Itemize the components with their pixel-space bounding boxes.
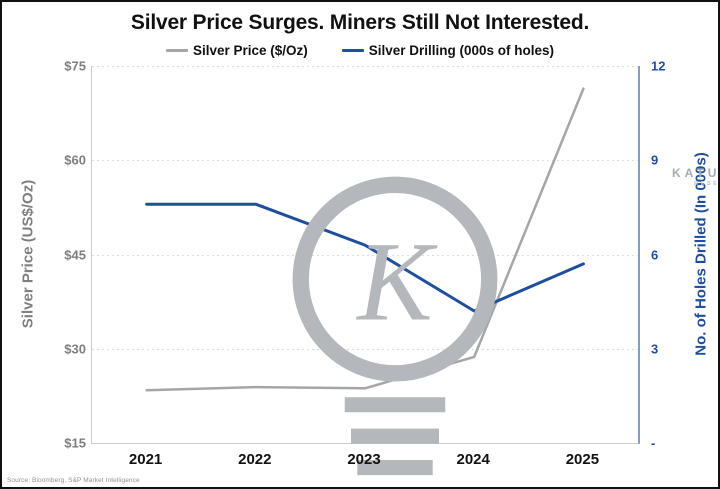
legend-dash-silver-drilling	[341, 49, 364, 52]
watermark-sub: RESEARCH	[694, 181, 720, 187]
x-tick-label-2024: 2024	[456, 451, 490, 468]
right-tick-6: 6	[651, 247, 659, 262]
y-axis-left-ticks: $75 $60 $45 $30 $15	[2, 59, 86, 451]
left-tick-60: $60	[64, 152, 86, 168]
watermark-text: KATUSA RESEARCH	[672, 166, 720, 187]
x-tick-label-2022: 2022	[238, 451, 272, 468]
right-tick-: -	[651, 435, 656, 451]
series-line-silver-drilling-000s-of-holes	[145, 202, 585, 313]
series-line-silver-price-oz	[145, 87, 585, 392]
left-tick-30: $30	[64, 341, 86, 357]
plot-area: K KATUSA RESEARCH	[91, 66, 718, 476]
legend: Silver Price ($/Oz) Silver Drilling (000…	[2, 43, 718, 58]
right-tick-12: 12	[651, 58, 666, 74]
legend-dash-silver-price	[165, 49, 188, 52]
lightbulb-icon: K	[292, 176, 498, 476]
x-tick-label-2021: 2021	[128, 451, 163, 468]
right-tick-3: 3	[651, 341, 659, 357]
legend-label-silver-price: Silver Price ($/Oz)	[192, 43, 308, 58]
chart-title: Silver Price Surges. Miners Still Not In…	[130, 11, 590, 34]
legend-label-silver-drilling: Silver Drilling (000s of holes)	[368, 43, 555, 58]
left-tick-15: $15	[64, 435, 86, 451]
left-tick-45: $45	[64, 247, 86, 262]
y-axis-right-ticks: 12 9 6 3 -	[651, 59, 691, 451]
x-tick-label-2023: 2023	[347, 451, 381, 468]
right-tick-9: 9	[651, 152, 659, 168]
x-tick-label-2025: 2025	[565, 451, 600, 468]
x-axis-labels: 2021 2022 2023 2024 2025	[2, 451, 718, 471]
watermark: K KATUSA RESEARCH	[122, 166, 720, 487]
legend-item-silver-drilling: Silver Drilling (000s of holes)	[341, 43, 555, 58]
source-note: Source: Bloomberg, S&P Market Intelligen…	[7, 477, 140, 484]
plot-svg	[92, 66, 638, 392]
left-tick-75: $75	[64, 58, 86, 74]
legend-item-silver-price: Silver Price ($/Oz)	[165, 43, 308, 58]
svg-text:K: K	[355, 219, 438, 344]
watermark-brand: KATUSA	[672, 166, 720, 180]
